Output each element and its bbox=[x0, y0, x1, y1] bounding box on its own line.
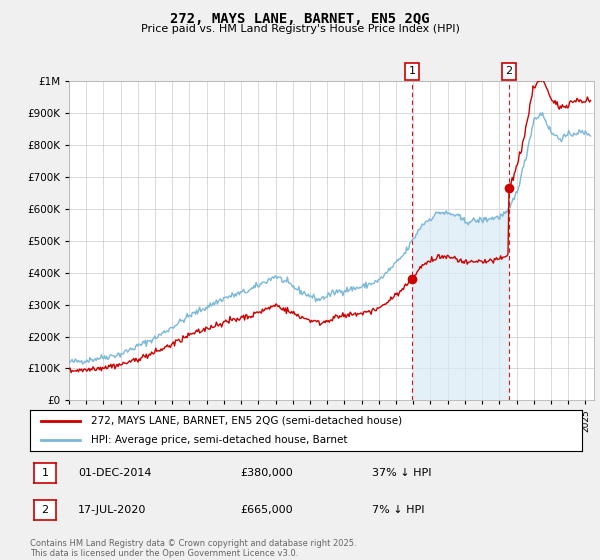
Text: HPI: Average price, semi-detached house, Barnet: HPI: Average price, semi-detached house,… bbox=[91, 435, 347, 445]
Text: £380,000: £380,000 bbox=[240, 468, 293, 478]
Text: 272, MAYS LANE, BARNET, EN5 2QG: 272, MAYS LANE, BARNET, EN5 2QG bbox=[170, 12, 430, 26]
Text: 7% ↓ HPI: 7% ↓ HPI bbox=[372, 505, 425, 515]
Text: £665,000: £665,000 bbox=[240, 505, 293, 515]
Text: 2: 2 bbox=[41, 505, 49, 515]
Text: 37% ↓ HPI: 37% ↓ HPI bbox=[372, 468, 431, 478]
Text: Contains HM Land Registry data © Crown copyright and database right 2025.
This d: Contains HM Land Registry data © Crown c… bbox=[30, 539, 356, 558]
Text: 17-JUL-2020: 17-JUL-2020 bbox=[78, 505, 146, 515]
Text: 1: 1 bbox=[41, 468, 49, 478]
Text: 1: 1 bbox=[409, 67, 415, 76]
Text: 2: 2 bbox=[505, 67, 512, 76]
Text: Price paid vs. HM Land Registry's House Price Index (HPI): Price paid vs. HM Land Registry's House … bbox=[140, 24, 460, 34]
Text: 272, MAYS LANE, BARNET, EN5 2QG (semi-detached house): 272, MAYS LANE, BARNET, EN5 2QG (semi-de… bbox=[91, 416, 402, 426]
Text: 01-DEC-2014: 01-DEC-2014 bbox=[78, 468, 151, 478]
